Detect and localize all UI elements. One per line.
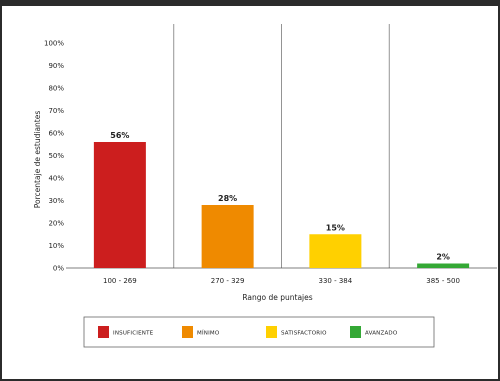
y-tick-label: 60% — [48, 130, 64, 138]
y-axis-title: Porcentaje de estudiantes — [33, 111, 42, 209]
x-tick-label: 330 - 384 — [319, 277, 353, 285]
legend-swatch — [98, 326, 109, 338]
data-label: 56% — [110, 131, 129, 140]
category-separators — [173, 24, 390, 268]
data-label: 2% — [436, 253, 450, 262]
y-tick-label: 80% — [48, 85, 64, 93]
data-label: 15% — [326, 223, 345, 232]
y-tick-label: 30% — [48, 197, 64, 205]
x-axis-title: Rango de puntajes — [242, 293, 312, 302]
legend-label: AVANZADO — [365, 331, 398, 337]
legend: INSUFICIENTE MÍNIMO SATISFACTORIO AVANZADO — [98, 326, 398, 338]
bar — [201, 205, 254, 268]
y-tick-label: 0% — [53, 265, 64, 273]
legend-box — [83, 316, 435, 348]
x-tick-label: 385 - 500 — [426, 277, 460, 285]
bar — [417, 263, 470, 268]
data-label: 28% — [218, 194, 237, 203]
legend-label: MÍNIMO — [197, 330, 220, 337]
y-tick-label: 70% — [48, 107, 64, 115]
x-axis-categories: 100 - 269 270 - 329 330 - 384 385 - 500 — [103, 277, 460, 285]
legend-label: INSUFICIENTE — [113, 331, 154, 337]
y-tick-label: 40% — [48, 175, 64, 183]
data-labels: 56% 28% 15% 2% — [110, 131, 450, 262]
legend-swatch — [350, 326, 361, 338]
legend-swatch — [182, 326, 193, 338]
x-tick-label: 100 - 269 — [103, 277, 137, 285]
legend-swatch — [266, 326, 277, 338]
bars — [93, 142, 470, 268]
bar — [309, 234, 362, 268]
y-axis-ticks: 0% 10% 20% 30% 40% 50% 60% 70% 80% 90% 100% — [44, 40, 64, 273]
x-tick-label: 270 - 329 — [211, 277, 245, 285]
legend-label: SATISFACTORIO — [281, 331, 327, 337]
y-tick-label: 100% — [44, 40, 64, 48]
y-tick-label: 90% — [48, 62, 64, 70]
y-tick-label: 10% — [48, 242, 64, 250]
y-tick-label: 50% — [48, 152, 64, 160]
y-tick-label: 20% — [48, 220, 64, 228]
bar — [93, 142, 146, 268]
